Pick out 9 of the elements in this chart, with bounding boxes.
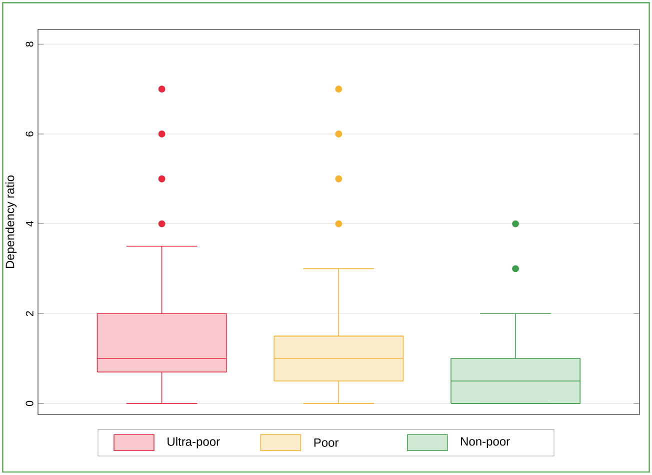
legend-label: Poor bbox=[314, 438, 339, 448]
y-tick-label: 8 bbox=[26, 42, 34, 47]
legend-label: Ultra-poor bbox=[168, 437, 220, 448]
y-tick-label: 6 bbox=[26, 132, 34, 137]
y-tick-label: 2 bbox=[26, 311, 34, 316]
y-axis-title: Dependency ratio bbox=[5, 176, 17, 268]
y-tick-label: 4 bbox=[26, 221, 34, 227]
y-tick-label: 0 bbox=[26, 401, 34, 406]
legend-label: Non-poor bbox=[461, 437, 510, 448]
